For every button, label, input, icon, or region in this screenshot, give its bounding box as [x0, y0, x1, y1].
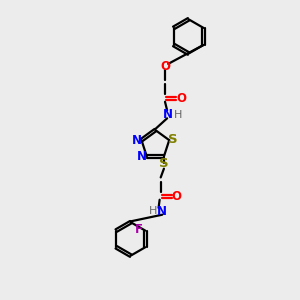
Text: O: O: [176, 92, 186, 105]
Text: H: H: [148, 206, 157, 216]
Text: N: N: [157, 205, 167, 218]
Text: F: F: [135, 223, 143, 236]
Text: S: S: [159, 158, 169, 170]
Text: N: N: [163, 108, 172, 121]
Text: S: S: [168, 133, 178, 146]
Text: O: O: [160, 60, 170, 73]
Text: O: O: [171, 190, 181, 202]
Text: H: H: [174, 110, 182, 120]
Text: N: N: [137, 150, 147, 163]
Text: N: N: [132, 134, 142, 147]
